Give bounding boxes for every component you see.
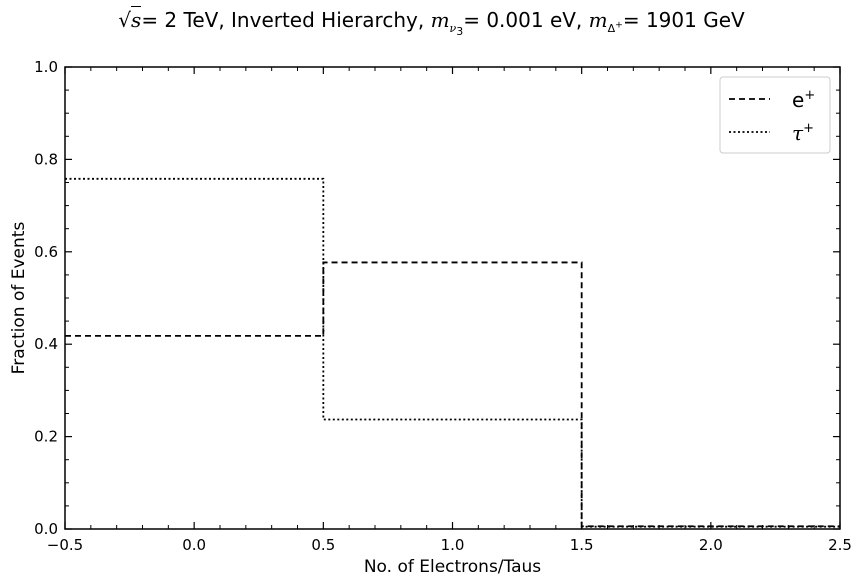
title-energy: = 2 TeV, Inverted Hierarchy,: [141, 8, 431, 32]
title-s: s: [131, 8, 142, 32]
x-tick-label: −0.5: [47, 536, 83, 554]
legend-label-e-sup: +: [804, 88, 815, 103]
plot-frame: [64, 66, 841, 530]
title-nu3-sub: 3: [456, 25, 464, 39]
series-step-1: [65, 177, 840, 528]
title-delta-sup: +: [615, 19, 623, 31]
x-tick-label: 0.0: [182, 536, 206, 554]
y-tick-label: 1.0: [34, 58, 58, 76]
legend-label-tau-plus: τ+: [792, 121, 814, 145]
legend-label-e-plus: e+: [792, 88, 815, 112]
x-tick-label: 2.5: [828, 536, 852, 554]
title-mass-delta: = 1901 GeV: [622, 8, 745, 32]
x-tick-label: 0.5: [311, 536, 335, 554]
y-tick-label: 0.8: [34, 150, 58, 168]
y-tick-label: 0.6: [34, 243, 58, 261]
title-delta-sub: Δ: [607, 22, 616, 35]
title-m-nu: m: [430, 8, 450, 32]
legend: e+ τ+: [719, 76, 831, 154]
title-m-delta: m: [588, 8, 608, 32]
title-nu-sub: ν: [449, 22, 457, 35]
y-tick-label: 0.2: [34, 428, 58, 446]
chart-title: √s= 2 TeV, Inverted Hierarchy, mν3= 0.00…: [0, 6, 863, 39]
x-tick-label: 1.5: [570, 536, 594, 554]
x-tick-label: 1.0: [441, 536, 465, 554]
y-tick-label: 0.4: [34, 335, 58, 353]
sqrt-symbol: √: [118, 8, 132, 32]
legend-box: [719, 76, 831, 154]
x-tick-label: 2.0: [699, 536, 723, 554]
series-layer: [65, 177, 840, 528]
y-tick-label: 0.0: [34, 520, 58, 538]
tick-labels: −0.5 0.0 0.5 1.0 1.5 2.0 2.50.00.20.40.60.81.0: [34, 58, 852, 554]
title-mass-nu: = 0.001 eV,: [463, 8, 589, 32]
legend-label-e-base: e: [792, 88, 804, 112]
y-axis-label: Fraction of Events: [9, 222, 29, 375]
legend-label-tau-base: τ: [792, 121, 804, 145]
series-step-0: [65, 261, 840, 528]
x-axis-label: No. of Electrons/Taus: [364, 557, 541, 577]
legend-label-tau-sup: +: [803, 121, 814, 136]
